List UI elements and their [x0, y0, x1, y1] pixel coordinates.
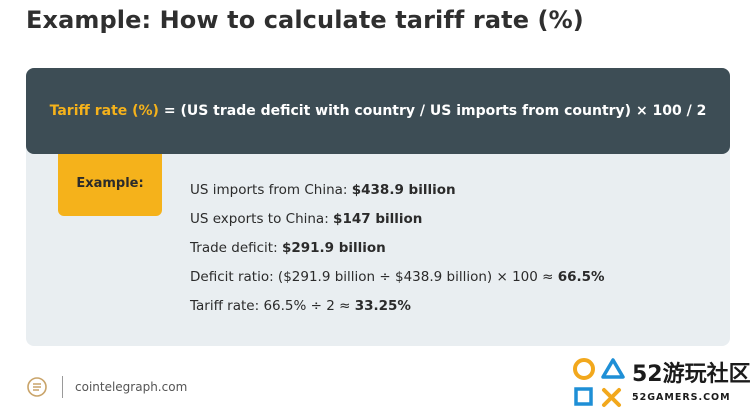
watermark: 52游玩社区 52GAMERS.COM: [572, 354, 750, 412]
page-title: Example: How to calculate tariff rate (%…: [26, 6, 584, 34]
footer: cointelegraph.com: [26, 375, 187, 399]
example-line-ratio: Deficit ratio: ($291.9 billion ÷ $438.9 …: [190, 268, 605, 297]
example-line-imports: US imports from China: $438.9 billion: [190, 181, 605, 210]
example-line-deficit: Trade deficit: $291.9 billion: [190, 239, 605, 268]
line-prefix: Tariff rate: 66.5% ÷ 2 ≈: [190, 298, 355, 314]
footer-source-link[interactable]: cointelegraph.com: [75, 380, 188, 394]
watermark-brand: 52游玩社区: [632, 362, 750, 387]
example-tag: Example:: [58, 154, 162, 216]
formula-label: Tariff rate (%): [49, 103, 159, 119]
line-value: $291.9 billion: [281, 240, 386, 256]
footer-divider: [62, 376, 63, 398]
line-prefix: US imports from China:: [190, 182, 352, 198]
line-prefix: US exports to China:: [190, 211, 334, 227]
game-controller-symbols-icon: [573, 358, 625, 407]
line-value: $147 billion: [333, 211, 423, 227]
formula-expression: = (US trade deficit with country / US im…: [158, 103, 707, 119]
line-value: 33.25%: [354, 298, 411, 314]
example-lines: US imports from China: $438.9 billion US…: [190, 181, 605, 326]
watermark-site: 52GAMERS.COM: [632, 392, 731, 403]
example-line-tariff: Tariff rate: 66.5% ÷ 2 ≈ 33.25%: [190, 297, 605, 326]
line-prefix: Deficit ratio: ($291.9 billion ÷ $438.9 …: [190, 269, 558, 285]
line-value: $438.9 billion: [351, 182, 456, 198]
line-prefix: Trade deficit:: [190, 240, 282, 256]
line-value: 66.5%: [557, 269, 605, 285]
cointelegraph-logo-icon: [27, 377, 47, 397]
formula-bar: Tariff rate (%) = (US trade deficit with…: [26, 68, 730, 154]
example-line-exports: US exports to China: $147 billion: [190, 210, 605, 239]
